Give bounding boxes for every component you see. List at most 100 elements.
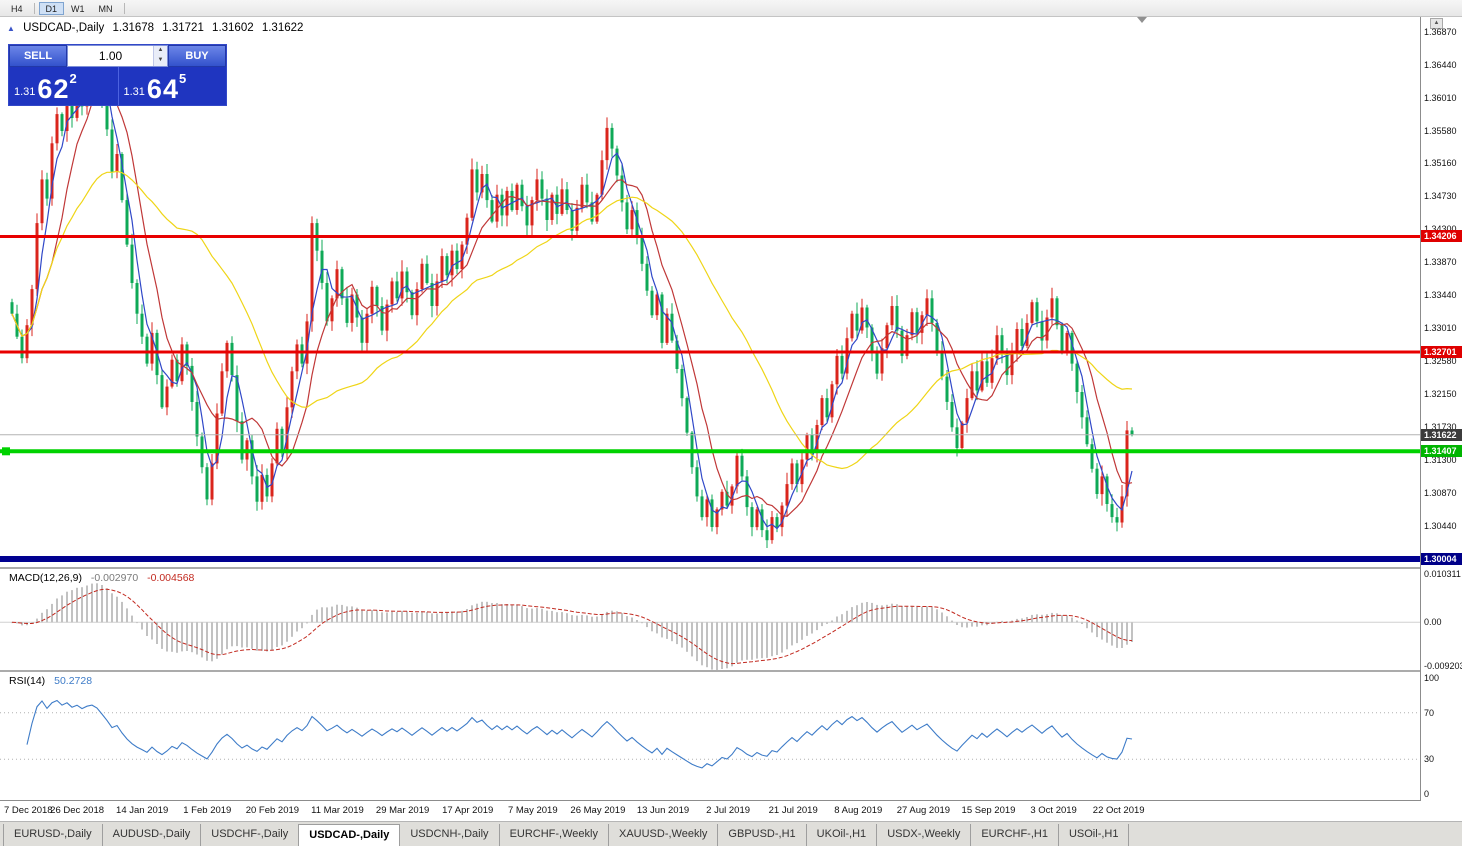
macd-scale-zero: 0.00 bbox=[1424, 617, 1442, 628]
rsi-scale-tick: 100 bbox=[1424, 672, 1440, 683]
hline-handle[interactable] bbox=[2, 447, 10, 456]
ohlc-low: 1.31602 bbox=[212, 22, 254, 34]
sell-button[interactable]: SELL bbox=[9, 45, 67, 67]
pane-separator[interactable] bbox=[0, 567, 1462, 569]
price-tick: 1.34730 bbox=[1424, 191, 1457, 202]
volume-value[interactable]: 1.00 bbox=[98, 49, 123, 63]
buy-button[interactable]: BUY bbox=[168, 45, 226, 67]
price-tick: 1.30870 bbox=[1424, 487, 1457, 498]
price-tick: 1.33010 bbox=[1424, 323, 1457, 334]
scroll-up-button[interactable]: ▲ bbox=[1430, 18, 1443, 29]
date-label: 29 Mar 2019 bbox=[375, 805, 430, 816]
rsi-indicator-pane[interactable]: RSI(14) 50.2728 bbox=[0, 672, 1420, 800]
date-label: 13 Jun 2019 bbox=[636, 805, 690, 816]
bid-price-display: 1.31 62 2 bbox=[9, 67, 118, 105]
date-label: 17 Apr 2019 bbox=[442, 805, 494, 816]
date-label: 21 Jul 2019 bbox=[768, 805, 818, 816]
rsi-label: RSI(14) 50.2728 bbox=[9, 675, 92, 687]
chart-tab-eurchf-h1[interactable]: EURCHF-,H1 bbox=[971, 824, 1059, 846]
date-axis[interactable]: 7 Dec 2018 26 Dec 2018 14 Jan 2019 1 Feb 20… bbox=[0, 800, 1462, 821]
timeframe-button-w1[interactable]: W1 bbox=[71, 3, 85, 14]
chart-tab-audusd-daily[interactable]: AUDUSD-,Daily bbox=[103, 824, 202, 846]
price-tick: 1.31300 bbox=[1424, 454, 1457, 465]
rsi-scale-tick: 70 bbox=[1424, 707, 1435, 718]
chart-tab-xauusd-weekly[interactable]: XAUUSD-,Weekly bbox=[609, 824, 719, 846]
macd-histogram bbox=[11, 583, 1133, 670]
price-tick: 1.36010 bbox=[1424, 92, 1457, 103]
price-tick: 1.35580 bbox=[1424, 125, 1457, 136]
chart-tab-usdcad-daily[interactable]: USDCAD-,Daily bbox=[299, 824, 401, 846]
price-tick: 1.34300 bbox=[1424, 224, 1457, 235]
chart-tabs-bar: EURUSD-,Daily AUDUSD-,Daily USDCHF-,Daily U… bbox=[0, 821, 1462, 846]
pane-separator[interactable] bbox=[0, 670, 1462, 672]
toolbar-separator bbox=[123, 2, 125, 14]
price-tick: 1.36440 bbox=[1424, 59, 1457, 70]
date-label: 15 Sep 2019 bbox=[961, 805, 1016, 816]
chart-tab-eurchf-weekly[interactable]: EURCHF-,Weekly bbox=[500, 824, 609, 846]
price-badge-1.32701: 1.32701 bbox=[1421, 345, 1462, 358]
chart-tab-usoil-h1[interactable]: USOil-,H1 bbox=[1059, 824, 1130, 846]
price-badge-1.31622: 1.31622 bbox=[1421, 428, 1462, 441]
price-tick: 1.33870 bbox=[1424, 257, 1457, 268]
date-label: 22 Oct 2019 bbox=[1092, 805, 1145, 816]
bid-pip-digit: 2 bbox=[69, 71, 77, 86]
bid-big-digits: 62 bbox=[37, 74, 70, 105]
ma-fast-blue bbox=[11, 71, 1133, 530]
volume-increase-icon[interactable]: ▲ bbox=[154, 46, 167, 56]
macd-scale-bottom: -0.009203 bbox=[1424, 660, 1462, 671]
date-label: 26 May 2019 bbox=[570, 805, 626, 816]
rsi-line bbox=[26, 699, 1133, 769]
date-label: 3 Oct 2019 bbox=[1030, 805, 1077, 816]
date-label: 7 May 2019 bbox=[507, 805, 558, 816]
price-tick: 1.31730 bbox=[1424, 421, 1457, 432]
ohlc-high: 1.31721 bbox=[162, 22, 204, 34]
volume-input[interactable]: 1.00 ▲ ▼ bbox=[67, 45, 168, 67]
chart-tab-gbpusd-h1[interactable]: GBPUSD-,H1 bbox=[718, 824, 807, 846]
date-label: 8 Aug 2019 bbox=[834, 805, 883, 816]
macd-canvas[interactable] bbox=[0, 569, 1420, 670]
chart-tab-ukoil-h1[interactable]: UKOil-,H1 bbox=[807, 824, 878, 846]
bid-prefix: 1.31 bbox=[14, 86, 36, 98]
chart-tab-usdchf-daily[interactable]: USDCHF-,Daily bbox=[201, 824, 300, 846]
price-tick: 1.35160 bbox=[1424, 158, 1457, 169]
price-scale[interactable]: ▲ 1.36870 1.36440 1.36010 1.35580 1.35160 1.3… bbox=[1420, 17, 1462, 801]
rsi-scale-tick: 30 bbox=[1424, 754, 1435, 765]
date-label: 7 Dec 2018 bbox=[4, 805, 53, 816]
chart-ohlc-title: ▲ USDCAD-,Daily 1.31678 1.31721 1.31602 … bbox=[7, 22, 308, 34]
rsi-scale-tick: 0 bbox=[1424, 789, 1430, 800]
date-label: 11 Mar 2019 bbox=[311, 805, 364, 816]
candlestick-series bbox=[10, 48, 1134, 548]
timeframe-button-mn[interactable]: MN bbox=[98, 3, 113, 14]
ask-price-display: 1.31 64 5 bbox=[117, 67, 227, 105]
macd-indicator-pane[interactable]: MACD(12,26,9) -0.002970 -0.004568 bbox=[0, 569, 1420, 670]
chart-tab-eurusd-daily[interactable]: EURUSD-,Daily bbox=[3, 824, 103, 846]
macd-main-value: -0.002970 bbox=[90, 572, 139, 584]
chart-tab-usdx-weekly[interactable]: USDX-,Weekly bbox=[877, 824, 972, 846]
date-label: 20 Feb 2019 bbox=[245, 805, 300, 816]
volume-decrease-icon[interactable]: ▼ bbox=[154, 56, 167, 66]
collapse-trade-panel-icon[interactable]: ▲ bbox=[7, 24, 15, 33]
chart-shift-marker-icon[interactable] bbox=[1137, 17, 1147, 23]
ask-prefix: 1.31 bbox=[123, 86, 145, 98]
rsi-title: RSI(14) bbox=[9, 675, 46, 687]
toolbar-separator bbox=[33, 2, 35, 14]
price-tick: 1.33440 bbox=[1424, 290, 1457, 301]
ma-medium-red bbox=[11, 91, 1133, 518]
price-tick: 1.30440 bbox=[1424, 520, 1457, 531]
price-tick: 1.36870 bbox=[1424, 26, 1457, 37]
price-badge-1.30004: 1.30004 bbox=[1421, 553, 1462, 566]
candlestick-chart-canvas[interactable] bbox=[0, 17, 1420, 567]
timeframe-toolbar: H4 D1 W1 MN bbox=[0, 0, 1462, 17]
chart-tab-usdcnh-daily[interactable]: USDCNH-,Daily bbox=[400, 824, 500, 846]
timeframe-button-d1[interactable]: D1 bbox=[38, 1, 65, 15]
macd-label: MACD(12,26,9) -0.002970 -0.004568 bbox=[9, 572, 194, 584]
one-click-trading-panel: SELL 1.00 ▲ ▼ BUY 1.31 62 2 1.31 bbox=[8, 44, 227, 106]
rsi-canvas[interactable] bbox=[0, 672, 1420, 800]
price-chart-pane[interactable]: ▲ USDCAD-,Daily 1.31678 1.31721 1.31602 … bbox=[0, 17, 1420, 567]
date-label: 14 Jan 2019 bbox=[116, 805, 169, 816]
price-tick: 1.32580 bbox=[1424, 356, 1457, 367]
rsi-value: 50.2728 bbox=[54, 675, 93, 687]
macd-scale-top: 0.010311 bbox=[1424, 568, 1461, 579]
timeframe-button-h4[interactable]: H4 bbox=[11, 3, 23, 14]
